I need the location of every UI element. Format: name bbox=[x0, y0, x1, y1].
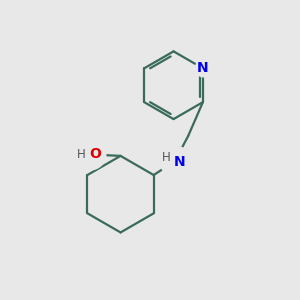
Text: N: N bbox=[173, 154, 185, 169]
Text: H: H bbox=[162, 151, 170, 164]
Text: H: H bbox=[77, 148, 86, 161]
Text: N: N bbox=[197, 61, 209, 75]
Text: O: O bbox=[89, 147, 101, 161]
